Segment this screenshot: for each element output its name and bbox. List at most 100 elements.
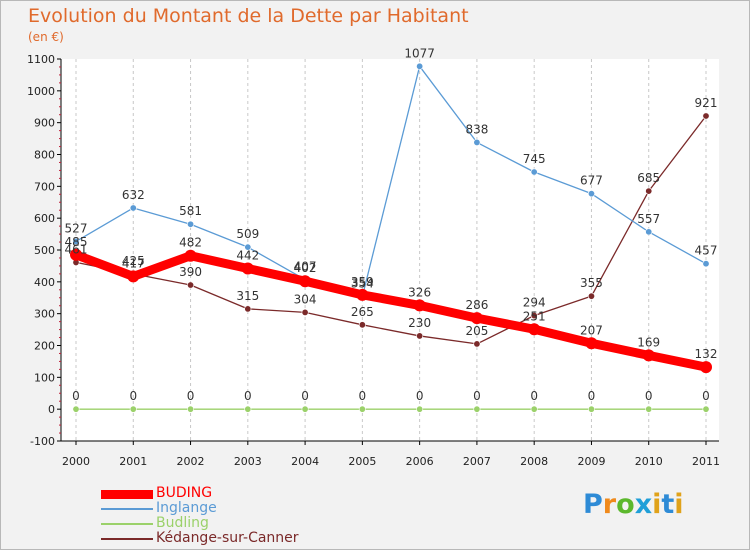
data-label: 359 — [351, 275, 374, 289]
legend-label: BUDING — [156, 485, 213, 501]
y-tick-label: -100 — [30, 435, 55, 448]
data-label: 0 — [359, 389, 367, 403]
data-point — [473, 405, 481, 413]
data-point — [72, 237, 80, 245]
data-point — [470, 312, 483, 325]
data-point — [301, 308, 309, 316]
x-tick-label: 2001 — [119, 455, 147, 468]
logo-letter: P — [583, 489, 603, 520]
x-tick-label: 2003 — [234, 455, 262, 468]
data-label: 402 — [294, 261, 317, 275]
data-label: 390 — [179, 265, 202, 279]
y-tick-label: 0 — [48, 403, 55, 416]
data-point — [241, 262, 254, 275]
data-label: 0 — [129, 389, 137, 403]
y-tick-label: 200 — [34, 340, 55, 353]
y-tick-label: 100 — [34, 371, 55, 384]
data-label: 315 — [236, 289, 259, 303]
legend-swatch — [101, 489, 153, 499]
data-point — [358, 405, 366, 413]
data-label: 207 — [580, 323, 603, 337]
data-point — [642, 349, 655, 362]
data-label: 838 — [465, 122, 488, 136]
data-point — [530, 168, 538, 176]
x-tick-label: 2004 — [291, 455, 319, 468]
data-point — [70, 248, 82, 261]
plot-area — [61, 59, 719, 441]
legend-label: Budling — [156, 515, 209, 531]
data-point — [530, 405, 538, 413]
proxiti-logo: Proxiti — [583, 489, 684, 520]
data-label: 265 — [351, 305, 374, 319]
data-point — [301, 405, 309, 413]
data-point — [702, 260, 710, 268]
data-label: 527 — [65, 221, 88, 235]
data-label: 0 — [72, 389, 80, 403]
data-label: 355 — [580, 276, 603, 290]
data-label: 0 — [416, 389, 424, 403]
data-point — [299, 275, 312, 288]
y-tick-label: 800 — [34, 149, 55, 162]
data-point — [416, 62, 424, 70]
data-label: 0 — [301, 389, 309, 403]
data-point — [702, 405, 710, 413]
data-point — [473, 340, 481, 348]
data-label: 169 — [637, 335, 660, 349]
data-label: 557 — [637, 212, 660, 226]
x-tick-label: 2006 — [406, 455, 434, 468]
logo-letter: o — [616, 489, 635, 520]
data-point — [416, 332, 424, 340]
data-point — [127, 270, 140, 283]
data-point — [244, 405, 252, 413]
data-label: 0 — [530, 389, 538, 403]
logo-letter: t — [661, 489, 675, 520]
data-label: 230 — [408, 316, 431, 330]
series-line — [75, 115, 707, 345]
data-label: 0 — [645, 389, 653, 403]
x-tick-label: 2011 — [692, 455, 720, 468]
y-tick-label: 1100 — [27, 53, 55, 66]
data-label: 0 — [588, 389, 596, 403]
data-point — [530, 312, 538, 320]
data-point — [129, 405, 137, 413]
data-point — [528, 323, 541, 336]
data-label: 425 — [122, 254, 145, 268]
data-label: 0 — [473, 389, 481, 403]
x-tick-label: 2010 — [635, 455, 663, 468]
data-point — [187, 220, 195, 228]
x-tick-label: 2005 — [348, 455, 376, 468]
x-tick-label: 2000 — [62, 455, 90, 468]
data-label: 354 — [351, 276, 374, 290]
data-label: 326 — [408, 285, 431, 299]
data-point — [358, 321, 366, 329]
x-tick-label: 2007 — [463, 455, 491, 468]
y-tick-label: 900 — [34, 117, 55, 130]
data-label: 251 — [523, 309, 546, 323]
legend-label: Kédange-sur-Canner — [156, 530, 299, 546]
data-point — [356, 288, 369, 301]
data-label: 509 — [236, 227, 259, 241]
data-label: 286 — [465, 298, 488, 312]
x-tick-label: 2009 — [577, 455, 605, 468]
series-line — [74, 250, 707, 372]
legend-swatch — [101, 508, 153, 510]
legend-swatch — [101, 538, 153, 540]
data-label: 745 — [523, 152, 546, 166]
data-label: 132 — [695, 347, 718, 361]
data-label: 921 — [695, 96, 718, 110]
x-tick-label: 2002 — [177, 455, 205, 468]
data-point — [184, 249, 197, 262]
x-tick-label: 2008 — [520, 455, 548, 468]
data-label: 0 — [244, 389, 252, 403]
data-point — [645, 228, 653, 236]
logo-letter: i — [674, 489, 684, 520]
data-label: 1077 — [404, 46, 435, 60]
data-point — [645, 187, 653, 195]
data-label: 677 — [580, 174, 603, 188]
chart-subtitle: (en €) — [28, 30, 64, 44]
data-point — [129, 204, 137, 212]
data-point — [413, 299, 426, 312]
data-label: 581 — [179, 204, 202, 218]
data-label: 442 — [236, 248, 259, 262]
